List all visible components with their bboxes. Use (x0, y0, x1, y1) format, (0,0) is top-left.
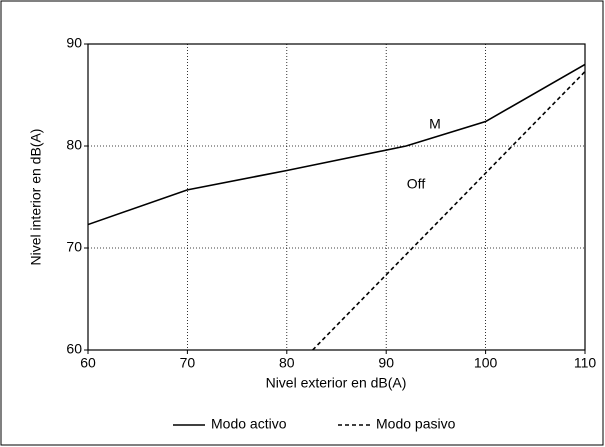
legend-label: Modo activo (211, 416, 287, 432)
y-tick-label: 70 (66, 239, 82, 255)
y-tick-label: 60 (66, 341, 82, 357)
x-tick-label: 100 (474, 355, 498, 371)
x-tick-label: 70 (180, 355, 196, 371)
line-series (88, 63, 585, 226)
annotation: Off (407, 175, 426, 191)
y-axis-label: Nivel interior en dB(A) (28, 129, 44, 266)
x-tick-label: 60 (80, 355, 96, 371)
line-series (312, 70, 585, 350)
legend-label: Modo pasivo (376, 416, 456, 432)
x-tick-label: 110 (574, 355, 597, 371)
x-axis-label: Nivel exterior en dB(A) (266, 375, 407, 391)
plot-area (87, 43, 586, 351)
y-tick-label: 80 (66, 137, 82, 153)
annotation: M (429, 115, 441, 131)
y-tick-label: 90 (66, 35, 82, 51)
x-tick-label: 80 (279, 355, 295, 371)
x-tick-label: 90 (378, 355, 394, 371)
